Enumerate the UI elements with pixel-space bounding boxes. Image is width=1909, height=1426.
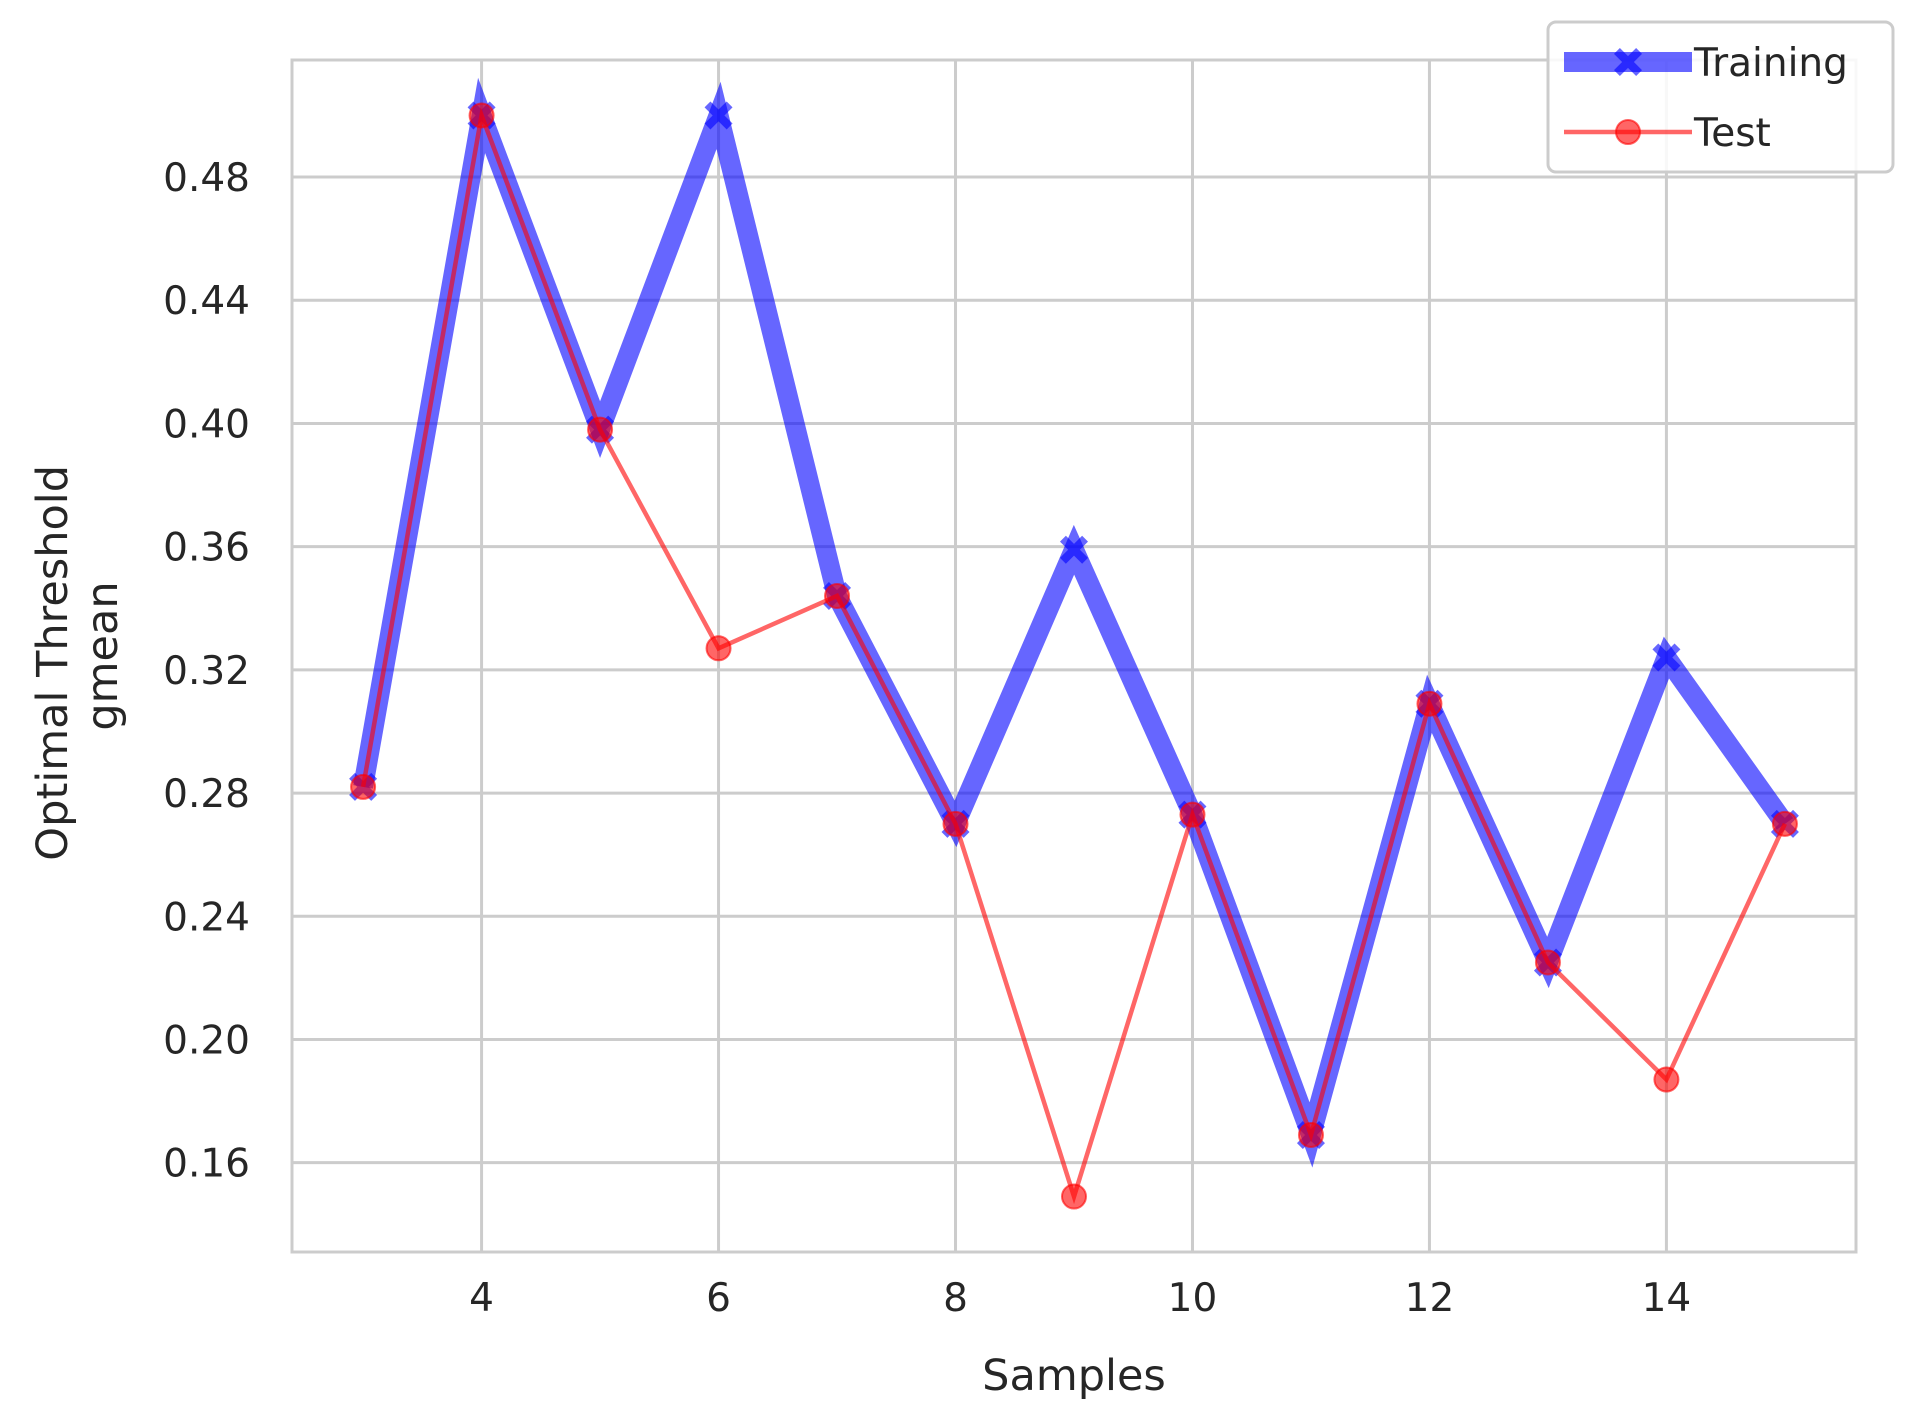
y-tick-label: 0.36: [163, 526, 250, 571]
x-tick-labels: 4 6 8 10 12 14: [469, 1276, 1691, 1321]
data-point: [1060, 535, 1088, 564]
series-line: [353, 77, 1794, 1168]
data-point: [1652, 643, 1681, 672]
series-layer: [349, 77, 1799, 1210]
data-point: [824, 582, 851, 609]
y-tick-label: 0.32: [163, 649, 250, 694]
x-tick-label: 6: [706, 1276, 731, 1321]
data-point: [942, 810, 969, 837]
y-tick-label: 0.40: [163, 402, 250, 447]
y-axis-label-line-1: Optimal Threshold: [28, 465, 78, 861]
x-tick-label: 4: [469, 1276, 494, 1321]
data-point: [1179, 801, 1206, 828]
y-tick-label: 0.20: [163, 1018, 250, 1063]
y-tick-label: 0.24: [163, 895, 250, 940]
series-training: [349, 77, 1799, 1168]
y-axis-label-line-2: gmean: [78, 581, 128, 730]
legend-marker: [1615, 119, 1641, 145]
y-axis-label: Optimal Threshold gmean: [28, 451, 128, 860]
y-tick-labels: 0.16 0.20 0.24 0.28 0.32 0.36 0.40 0.44 0.48: [163, 156, 250, 1187]
data-point: [1416, 690, 1443, 717]
data-point: [1771, 810, 1798, 837]
y-tick-label: 0.44: [163, 279, 250, 324]
y-tick-label: 0.48: [163, 156, 250, 201]
y-tick-label: 0.16: [163, 1142, 250, 1187]
plot-frame: [290, 58, 1858, 1254]
x-tick-label: 10: [1168, 1276, 1218, 1321]
data-point: [704, 101, 733, 130]
legend-label: Training: [1693, 41, 1848, 86]
series-test: [350, 102, 1798, 1210]
legend: Training Test: [1546, 20, 1895, 174]
x-tick-label: 14: [1642, 1276, 1692, 1321]
x-tick-label: 8: [943, 1276, 968, 1321]
x-axis-label: Samples: [982, 1351, 1166, 1401]
legend-label: Test: [1693, 111, 1771, 156]
x-tick-label: 12: [1405, 1276, 1455, 1321]
data-point: [1653, 1066, 1680, 1093]
data-point: [350, 773, 377, 800]
data-point: [1061, 1183, 1087, 1210]
series-line: [360, 106, 1787, 1205]
data-point: [587, 416, 614, 443]
data-point: [1297, 1121, 1324, 1148]
data-point: [705, 635, 732, 662]
y-tick-label: 0.28: [163, 772, 250, 817]
data-point: [1614, 48, 1642, 76]
data-point: [468, 102, 495, 129]
data-point: [1534, 949, 1561, 976]
